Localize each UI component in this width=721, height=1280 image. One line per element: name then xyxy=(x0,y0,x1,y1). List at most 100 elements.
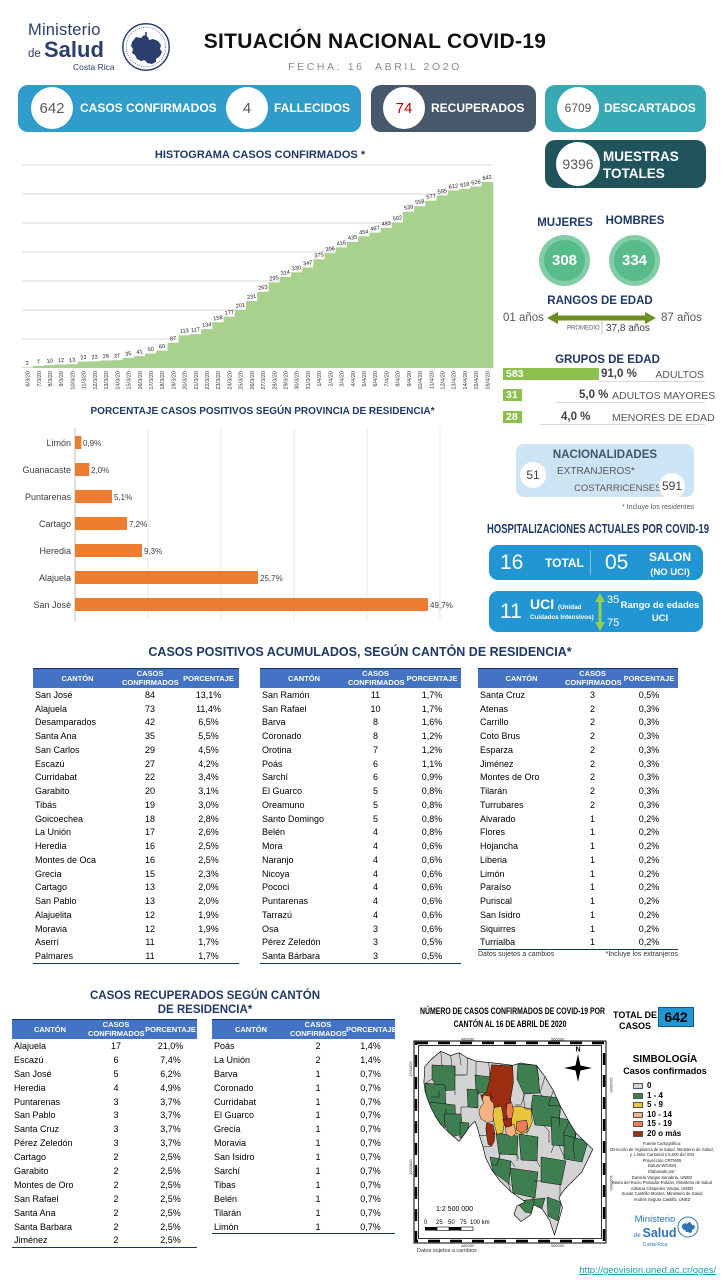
svg-text:35: 35 xyxy=(125,351,132,358)
svg-text:0: 0 xyxy=(424,1220,428,1226)
svg-text:263: 263 xyxy=(258,285,268,292)
svg-text:295: 295 xyxy=(269,275,279,282)
svg-text:37,8 años: 37,8 años xyxy=(606,323,650,334)
svg-text:467: 467 xyxy=(370,225,380,232)
svg-text:12/4/20: 12/4/20 xyxy=(441,371,447,390)
svg-text:30/3/20: 30/3/20 xyxy=(295,371,301,390)
svg-text:25: 25 xyxy=(436,1220,443,1226)
svg-text:0,9%: 0,9% xyxy=(83,439,101,448)
svg-text:50: 50 xyxy=(147,347,154,354)
svg-text:13/3/20: 13/3/20 xyxy=(104,371,110,390)
svg-text:29/3/20: 29/3/20 xyxy=(284,371,290,390)
svg-text:25,7%: 25,7% xyxy=(260,574,283,583)
svg-text:7/3/20: 7/3/20 xyxy=(37,371,43,387)
svg-text:27: 27 xyxy=(114,353,121,360)
svg-text:618: 618 xyxy=(460,182,470,189)
svg-text:577: 577 xyxy=(426,194,436,201)
svg-text:75: 75 xyxy=(460,1220,467,1226)
svg-text:17/3/20: 17/3/20 xyxy=(149,371,155,390)
svg-text:25/3/20: 25/3/20 xyxy=(239,371,245,390)
svg-text:27/3/20: 27/3/20 xyxy=(261,371,267,390)
svg-text:Guanacaste: Guanacaste xyxy=(22,465,71,475)
svg-text:19/3/20: 19/3/20 xyxy=(171,371,177,390)
svg-text:435: 435 xyxy=(348,235,358,242)
svg-text:1:2 500 000: 1:2 500 000 xyxy=(436,1206,473,1213)
svg-text:9,3%: 9,3% xyxy=(144,547,162,556)
svg-text:3/4/20: 3/4/20 xyxy=(340,371,346,387)
svg-text:2/4/20: 2/4/20 xyxy=(328,371,334,387)
svg-text:Alajuela: Alajuela xyxy=(39,573,71,583)
svg-text:560000: 560000 xyxy=(551,1243,565,1248)
svg-text:375: 375 xyxy=(314,252,324,259)
svg-text:10/4/20: 10/4/20 xyxy=(418,371,424,390)
svg-text:26/3/20: 26/3/20 xyxy=(250,371,256,390)
svg-text:416: 416 xyxy=(336,240,346,247)
svg-text:15/3/20: 15/3/20 xyxy=(127,371,133,390)
svg-text:314: 314 xyxy=(280,270,290,277)
svg-text:9/3/20: 9/3/20 xyxy=(59,371,65,387)
svg-text:8/4/20: 8/4/20 xyxy=(396,371,402,387)
svg-text:Cartago: Cartago xyxy=(39,519,71,529)
svg-text:11/3/20: 11/3/20 xyxy=(82,371,88,389)
svg-text:11/4/20: 11/4/20 xyxy=(429,371,435,389)
svg-text:539: 539 xyxy=(404,205,414,212)
svg-text:60: 60 xyxy=(159,344,166,351)
svg-text:5/4/20: 5/4/20 xyxy=(362,371,368,387)
svg-text:Puntarenas: Puntarenas xyxy=(25,492,72,502)
svg-text:18/3/20: 18/3/20 xyxy=(160,371,166,390)
svg-text:14/4/20: 14/4/20 xyxy=(463,371,469,390)
svg-text:558: 558 xyxy=(415,199,425,206)
svg-text:8/3/20: 8/3/20 xyxy=(48,371,54,387)
svg-text:Limón: Limón xyxy=(46,438,71,448)
svg-text:7: 7 xyxy=(37,359,41,365)
svg-text:7/4/20: 7/4/20 xyxy=(385,371,391,387)
svg-text:50: 50 xyxy=(448,1220,455,1226)
svg-text:1/4/20: 1/4/20 xyxy=(317,371,323,387)
svg-text:21/3/20: 21/3/20 xyxy=(194,371,200,390)
svg-text:1200000: 1200000 xyxy=(408,1061,413,1077)
svg-text:San José: San José xyxy=(33,600,71,610)
svg-text:5,1%: 5,1% xyxy=(114,493,132,502)
svg-text:14/3/20: 14/3/20 xyxy=(115,371,121,390)
svg-text:483: 483 xyxy=(381,221,391,228)
svg-text:113: 113 xyxy=(180,328,190,335)
svg-text:1000000: 1000000 xyxy=(408,1159,413,1175)
svg-text:480000: 480000 xyxy=(461,1036,475,1041)
svg-text:502: 502 xyxy=(393,215,403,222)
svg-text:41: 41 xyxy=(136,349,143,356)
svg-text:22: 22 xyxy=(80,355,87,362)
svg-text:6/3/20: 6/3/20 xyxy=(26,371,32,387)
svg-text:231: 231 xyxy=(247,294,257,301)
svg-text:10: 10 xyxy=(46,358,53,365)
svg-text:117: 117 xyxy=(191,327,201,334)
svg-text:13/4/20: 13/4/20 xyxy=(452,371,458,390)
svg-text:612: 612 xyxy=(449,183,459,190)
svg-text:177: 177 xyxy=(224,310,234,317)
svg-text:10/3/20: 10/3/20 xyxy=(71,371,77,390)
svg-text:PROMEDIO: PROMEDIO xyxy=(567,326,600,332)
svg-text:201: 201 xyxy=(236,303,246,310)
svg-text:22/3/20: 22/3/20 xyxy=(205,371,211,390)
svg-text:28/3/20: 28/3/20 xyxy=(272,371,278,390)
svg-text:595: 595 xyxy=(437,188,447,195)
svg-text:560000: 560000 xyxy=(551,1036,565,1041)
svg-text:N: N xyxy=(575,1047,580,1054)
svg-text:626: 626 xyxy=(471,179,481,186)
svg-text:642: 642 xyxy=(482,175,492,182)
svg-text:7,2%: 7,2% xyxy=(129,520,147,529)
svg-text:49,7%: 49,7% xyxy=(430,601,453,610)
svg-text:396: 396 xyxy=(325,246,335,253)
svg-text:13: 13 xyxy=(69,357,76,364)
svg-text:347: 347 xyxy=(303,260,313,267)
svg-text:9/4/20: 9/4/20 xyxy=(407,371,413,387)
svg-text:15/4/20: 15/4/20 xyxy=(474,371,480,390)
svg-text:16/4/20: 16/4/20 xyxy=(485,371,491,390)
svg-text:158: 158 xyxy=(213,315,223,322)
svg-text:23: 23 xyxy=(91,354,98,361)
svg-text:1000000: 1000000 xyxy=(609,1175,614,1191)
svg-text:20/3/20: 20/3/20 xyxy=(183,371,189,390)
svg-text:4/4/20: 4/4/20 xyxy=(351,371,357,387)
svg-text:480000: 480000 xyxy=(461,1243,475,1248)
svg-text:1200000: 1200000 xyxy=(609,1077,614,1093)
svg-text:12: 12 xyxy=(58,358,65,365)
